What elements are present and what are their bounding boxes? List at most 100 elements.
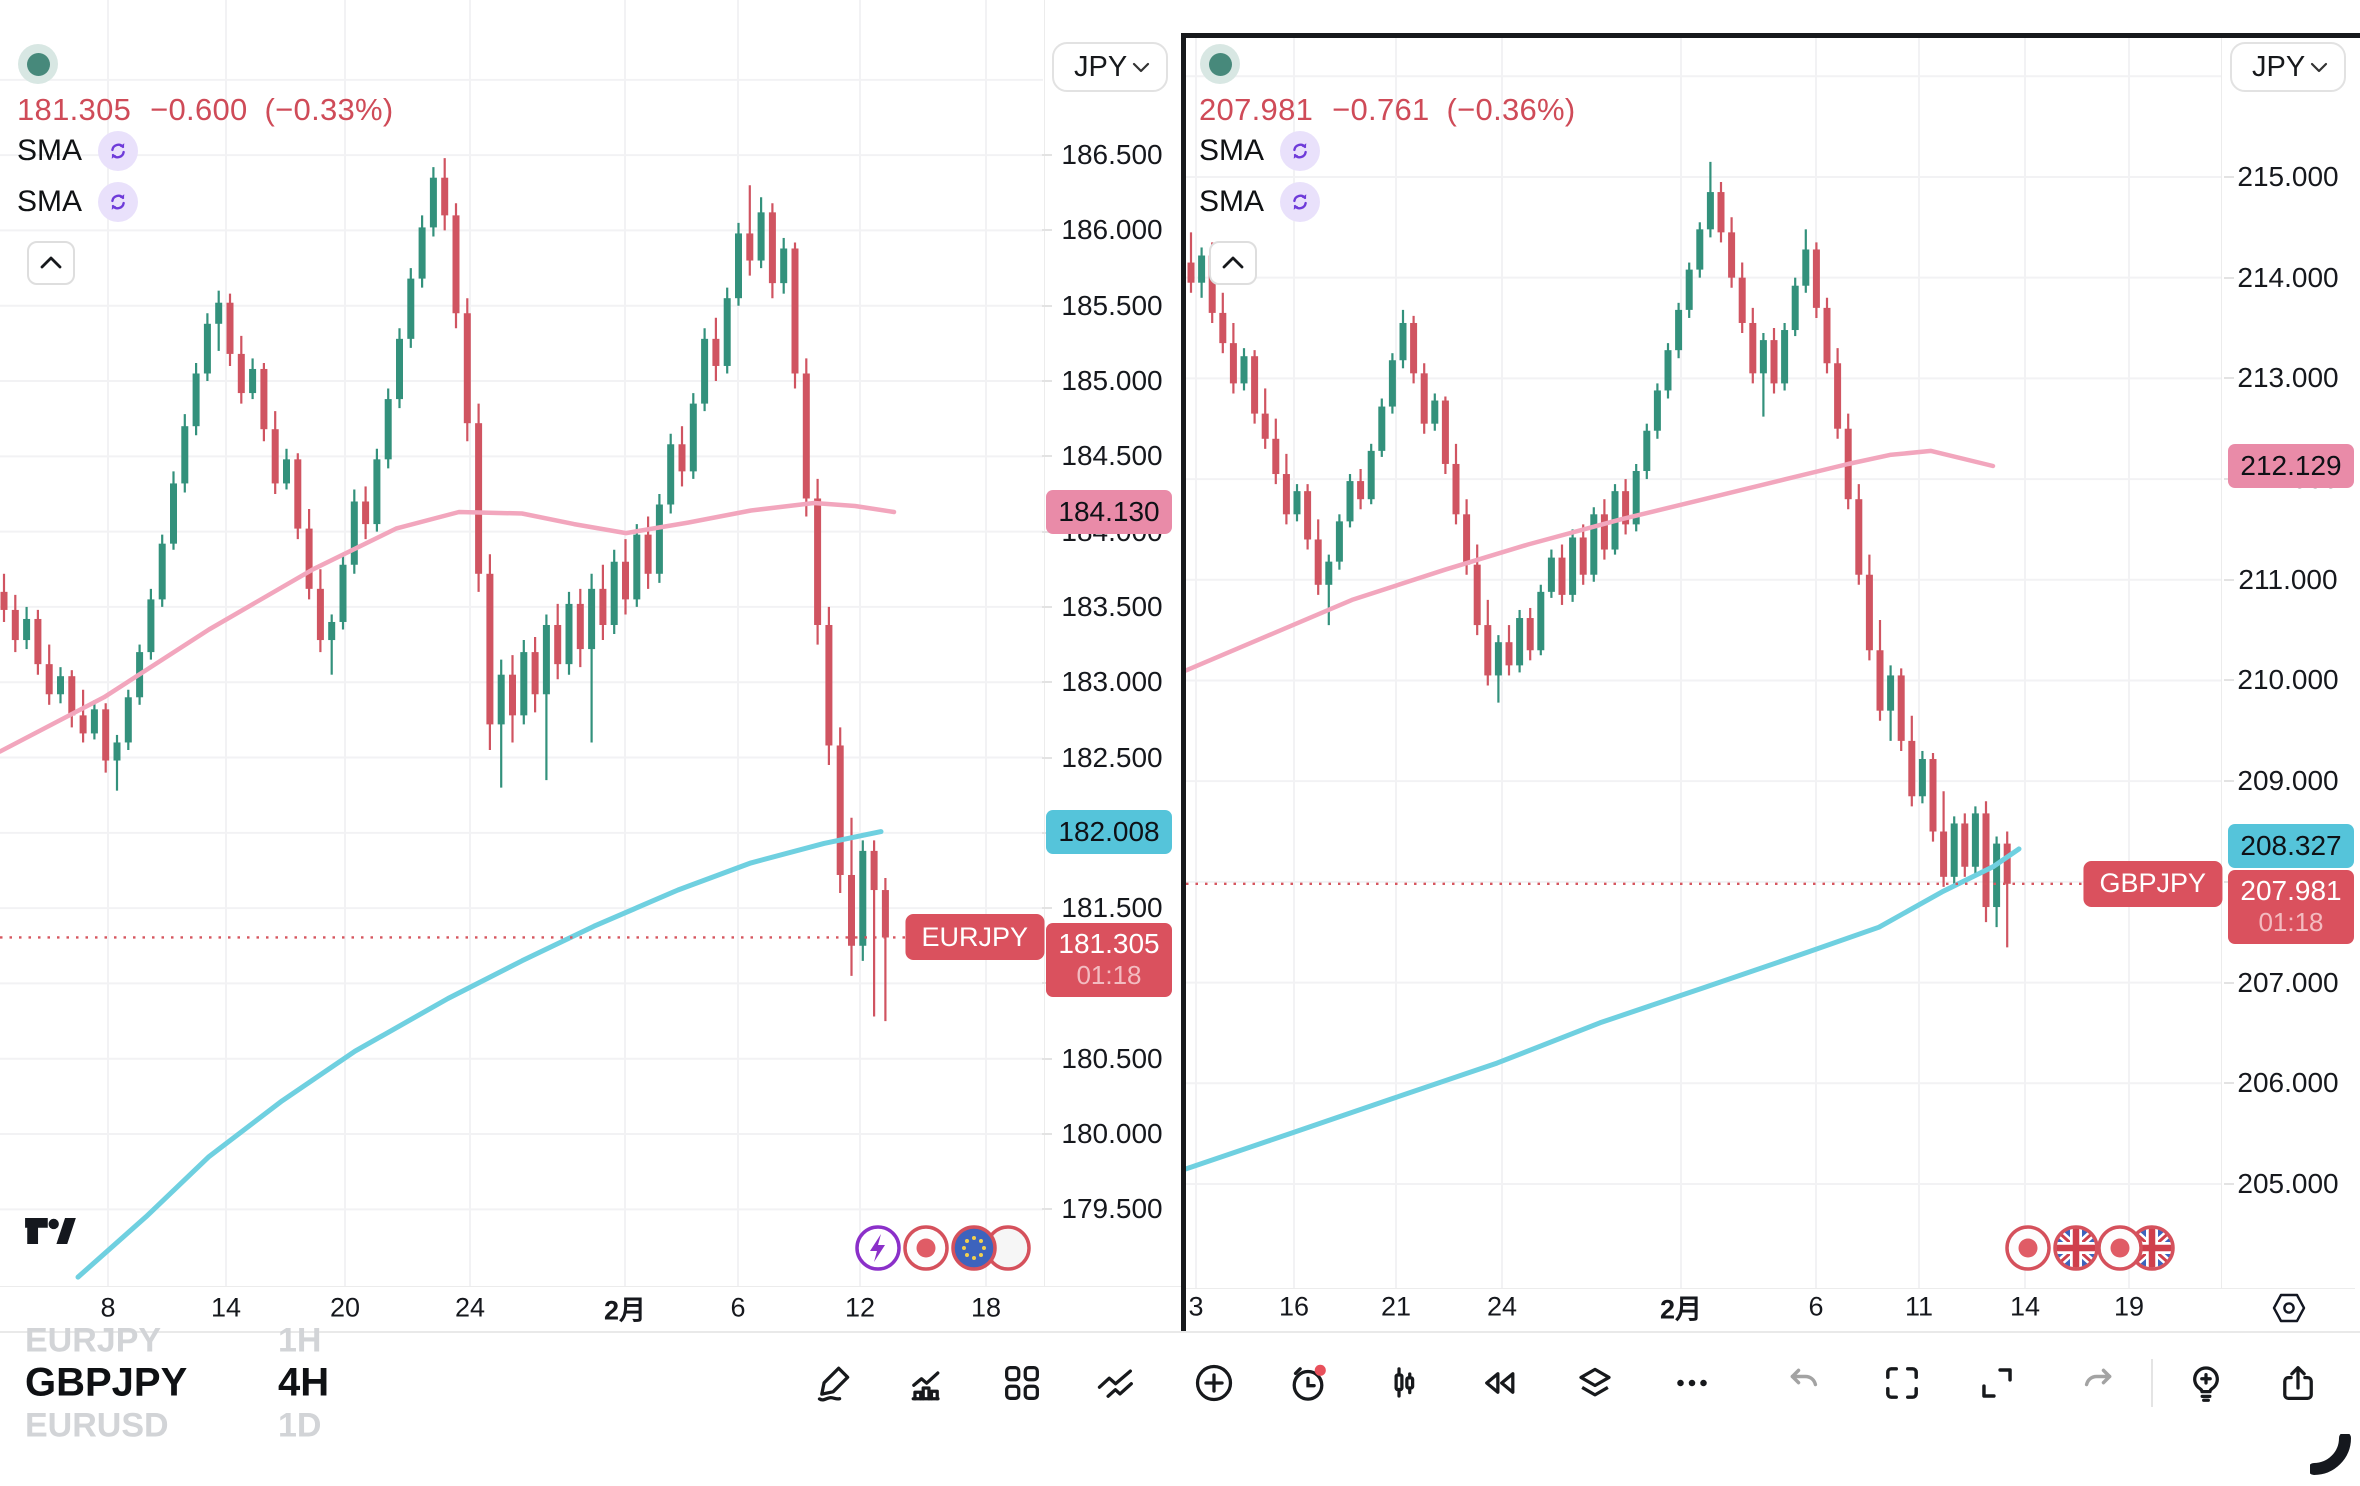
chart-type-candles-icon[interactable] [1381,1360,1427,1406]
candle [1378,406,1386,451]
candle [814,498,822,625]
idea-bulb-icon[interactable] [2183,1360,2229,1406]
price-axis-left[interactable] [1044,0,1181,1286]
indicator-row-sma1[interactable]: SMA [1199,131,1321,171]
candle [328,621,336,641]
candle [497,674,505,725]
y-tick-label: 183.000 [1061,666,1163,698]
fullscreen-icon[interactable] [1879,1360,1925,1406]
y-tick-label: 183.500 [1061,590,1163,622]
resize-icon[interactable] [1974,1360,2020,1406]
candle [1887,675,1895,711]
undo-icon[interactable] [1783,1360,1829,1406]
layers-icon[interactable] [1572,1360,1618,1406]
candle [260,368,268,430]
candle [576,603,584,650]
candle [1982,813,1990,908]
draw-icon[interactable] [812,1360,858,1406]
candle [373,459,381,525]
candle [757,212,765,261]
share-icon[interactable] [2275,1360,2321,1406]
candle [1770,340,1778,384]
chevron-down-icon [2310,62,2328,73]
collapse-legend-button[interactable] [1209,241,1257,285]
collapse-legend-button[interactable] [27,241,75,285]
candle [1229,343,1237,384]
axis-tick [2224,981,2234,984]
bar-chart-icon[interactable] [905,1360,951,1406]
candle [237,353,245,394]
currency-selector[interactable]: JPY [2230,42,2346,92]
watchlist-timeframe[interactable]: 1D [278,1406,322,1445]
candle [1749,322,1757,374]
time-axis-left[interactable] [0,1286,1181,1331]
watchlist-symbol-eurjpy[interactable]: EURJPY [25,1321,162,1360]
tradingview-logo[interactable] [24,1216,78,1246]
candle [90,709,98,734]
candle [1675,309,1683,351]
candle [249,368,257,394]
indicator-row-sma2[interactable]: SMA [17,182,139,222]
candle [1187,262,1195,283]
flag-japan-icon[interactable] [2004,1224,2052,1272]
candle [712,338,720,366]
candlestick-chart[interactable] [0,0,1043,1286]
chevron-up-icon [40,256,62,269]
watchlist-timeframe[interactable]: 4H [278,1360,330,1405]
add-icon[interactable] [1191,1360,1237,1406]
symbol-price-flag: EURJPY [905,914,1044,961]
watchlist-symbol-gbpjpy[interactable]: GBPJPY [25,1360,188,1405]
x-tick-label: 2月 [1659,1294,1703,1325]
time-axis-right[interactable] [1186,1288,2355,1327]
more-icon[interactable] [1669,1360,1715,1406]
alert-clock-icon[interactable] [1285,1360,1331,1406]
flash-event-icon[interactable] [854,1224,902,1272]
candle [520,652,528,716]
candle [1961,823,1969,867]
axis-tick [1042,1133,1052,1136]
sma-sync-icon[interactable] [98,182,139,222]
x-tick-label: 14 [210,1292,242,1323]
candle [0,591,8,610]
candle [1219,312,1227,344]
flag-japan-icon[interactable] [2096,1224,2144,1272]
y-tick-label: 182.500 [1061,741,1163,773]
replay-icon[interactable] [1476,1360,1522,1406]
last-time: 01:18 [2258,906,2324,937]
flag-japan-icon[interactable] [902,1224,950,1272]
axis-tick [2224,780,2234,783]
candle [1993,843,2001,908]
axis-tick [2224,1182,2234,1185]
flag-uk-icon[interactable] [2052,1224,2100,1272]
sma-sync-icon[interactable] [98,131,139,171]
candle [599,588,607,625]
watchlist-symbol-eurusd[interactable]: EURUSD [25,1406,169,1445]
sma-sync-icon[interactable] [1280,131,1321,171]
sma-sync-icon[interactable] [1280,182,1321,222]
candle [1706,192,1714,230]
candle [848,874,855,946]
x-tick-label: 19 [2113,1291,2145,1322]
candle [271,429,279,484]
currency-selector[interactable]: JPY [1052,42,1168,92]
candle [1547,557,1555,592]
redo-icon[interactable] [2073,1360,2119,1406]
layout-grid-icon[interactable] [999,1360,1045,1406]
sma-price-label-cyan: 208.327 [2228,823,2354,868]
sma-price-label-pink: 212.129 [2228,444,2354,489]
gear-icon[interactable] [2270,1289,2308,1327]
candle [215,302,223,324]
watchlist-timeframe[interactable]: 1H [278,1321,322,1360]
candle [1304,491,1312,540]
x-tick-label: 14 [2009,1291,2041,1322]
sma-line-pink [1186,448,1996,673]
candle [226,302,234,354]
flag-eu-icon[interactable] [950,1224,998,1272]
axis-tick [2224,377,2234,380]
trendlines-icon[interactable] [1092,1360,1138,1406]
axis-tick [1042,756,1052,759]
price-axis-right[interactable] [2222,38,2355,1288]
candlestick-chart[interactable] [1186,38,2221,1288]
indicator-row-sma2[interactable]: SMA [1199,182,1321,222]
indicator-row-sma1[interactable]: SMA [17,131,139,171]
